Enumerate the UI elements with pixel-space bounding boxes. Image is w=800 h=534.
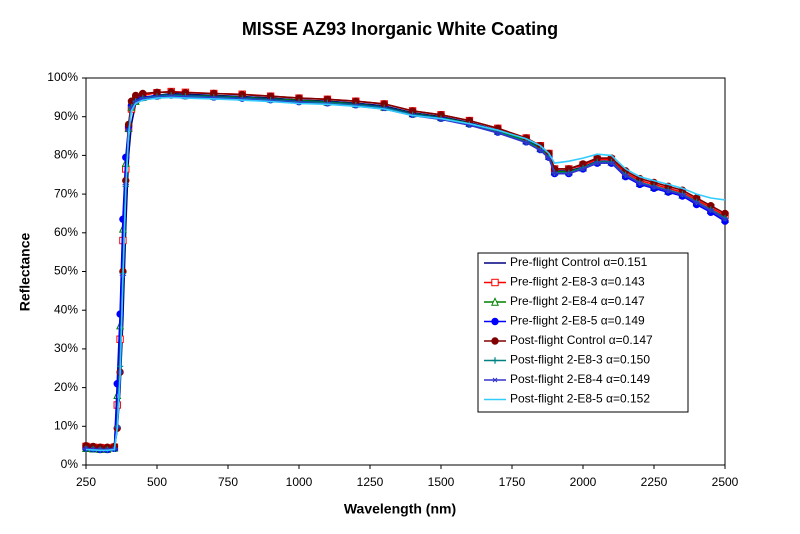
legend-label: Post-flight 2-E8-4 α=0.149 [510,372,650,386]
marker [608,160,615,166]
x-tick-label: 1750 [499,475,526,489]
marker [551,171,558,176]
marker [537,148,544,153]
y-tick-label: 80% [54,148,78,162]
y-tick-label: 90% [54,109,78,123]
legend-marker [491,337,499,345]
legend-marker [491,357,499,364]
y-tick-label: 100% [47,70,78,84]
x-tick-label: 2250 [641,475,668,489]
legend-label: Pre-flight 2-E8-4 α=0.147 [510,294,645,308]
x-tick-label: 1000 [286,475,313,489]
x-tick-label: 250 [76,475,96,489]
y-tick-label: 60% [54,225,78,239]
x-tick-label: 1250 [357,475,384,489]
marker [650,184,658,190]
marker [494,130,501,136]
legend-label: Pre-flight Control α=0.151 [510,255,648,269]
marker [132,91,140,100]
marker [721,216,729,222]
legend-marker [491,317,499,326]
series [85,96,726,452]
marker [523,140,530,145]
marker [579,166,587,172]
y-tick-label: 0% [61,457,79,471]
marker [565,171,572,176]
chart-title: MISSE AZ93 Inorganic White Coating [242,19,558,39]
legend-label: Pre-flight 2-E8-5 α=0.149 [510,314,645,328]
legend-marker [491,297,499,306]
x-tick-label: 2000 [570,475,597,489]
x-axis-title: Wavelength (nm) [344,501,456,517]
legend-label: Post-flight 2-E8-3 α=0.150 [510,353,650,367]
y-axis-title: Reflectance [17,232,33,311]
marker [665,188,672,194]
legend-label: Post-flight Control α=0.147 [510,333,653,347]
legend-label: Pre-flight 2-E8-3 α=0.143 [510,275,645,289]
y-tick-label: 70% [54,186,78,200]
legend-label: Post-flight 2-E8-5 α=0.152 [510,392,650,406]
marker [679,192,686,198]
y-tick-label: 10% [54,418,78,432]
x-tick-label: 2500 [712,475,739,489]
marker [693,200,700,205]
legend-marker [491,377,499,383]
y-tick-label: 40% [54,302,78,316]
y-tick-label: 50% [54,264,78,278]
marker [594,158,601,166]
marker [622,173,629,178]
legend-box [477,252,689,413]
y-tick-label: 30% [54,341,78,355]
marker [707,208,714,213]
legend-marker [491,278,499,287]
series-line [85,96,726,452]
x-tick-label: 1500 [428,475,455,489]
y-tick-label: 20% [54,380,78,394]
x-tick-label: 750 [218,475,238,489]
marker [381,104,388,111]
x-tick-label: 500 [147,475,167,489]
marker [594,160,601,166]
marker [636,180,643,186]
